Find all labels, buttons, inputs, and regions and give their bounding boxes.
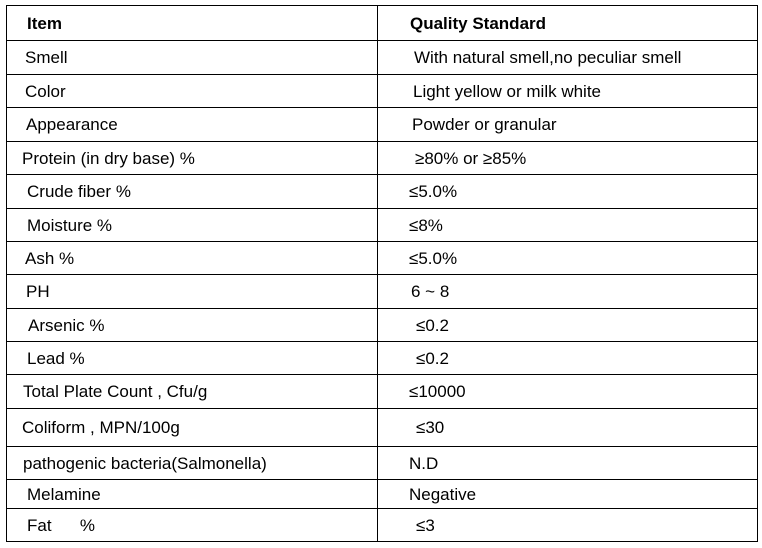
table-row: Smell With natural smell,no peculiar sme…: [6, 40, 758, 75]
standard-cell: With natural smell,no peculiar smell: [377, 40, 758, 75]
standard-cell: ≤3: [377, 508, 758, 542]
table-row: Protein (in dry base) % ≥80% or ≥85%: [6, 141, 758, 175]
table-row: Fat % ≤3: [6, 508, 758, 542]
standard-cell: ≤0.2: [377, 308, 758, 342]
item-cell: Appearance: [6, 107, 378, 142]
table-row: Coliform , MPN/100g ≤30: [6, 408, 758, 447]
item-cell: Melamine: [6, 479, 378, 509]
table-row: PH 6 ~ 8: [6, 274, 758, 309]
standard-cell: ≤5.0%: [377, 174, 758, 209]
table-row: Arsenic % ≤0.2: [6, 308, 758, 342]
item-cell: Total Plate Count , Cfu/g: [6, 374, 378, 409]
item-cell: Smell: [6, 40, 378, 75]
item-cell: Lead %: [6, 341, 378, 375]
standard-cell: 6 ~ 8: [377, 274, 758, 309]
standard-cell: Light yellow or milk white: [377, 74, 758, 108]
standard-cell: Powder or granular: [377, 107, 758, 142]
table-row: Ash % ≤5.0%: [6, 241, 758, 275]
item-cell: Color: [6, 74, 378, 108]
table-header-row: Item Quality Standard: [6, 5, 758, 41]
standard-cell: Negative: [377, 479, 758, 509]
table-row: Appearance Powder or granular: [6, 107, 758, 142]
item-cell: Crude fiber %: [6, 174, 378, 209]
item-cell: pathogenic bacteria(Salmonella): [6, 446, 378, 480]
standard-cell: ≤5.0%: [377, 241, 758, 275]
standard-cell: N.D: [377, 446, 758, 480]
item-cell: Coliform , MPN/100g: [6, 408, 378, 447]
table-row: Color Light yellow or milk white: [6, 74, 758, 108]
table-row: Lead % ≤0.2: [6, 341, 758, 375]
table-row: Melamine Negative: [6, 479, 758, 509]
item-cell: PH: [6, 274, 378, 309]
standard-cell: ≤30: [377, 408, 758, 447]
item-cell: Moisture %: [6, 208, 378, 242]
standard-cell: ≤0.2: [377, 341, 758, 375]
item-cell: Protein (in dry base) %: [6, 141, 378, 175]
standard-cell: ≤10000: [377, 374, 758, 409]
item-cell: Ash %: [6, 241, 378, 275]
quality-spec-table: Item Quality Standard Smell With natural…: [6, 5, 758, 542]
table-row: pathogenic bacteria(Salmonella) N.D: [6, 446, 758, 480]
item-cell: Arsenic %: [6, 308, 378, 342]
table-row: Moisture % ≤8%: [6, 208, 758, 242]
standard-cell: ≤8%: [377, 208, 758, 242]
standard-cell: ≥80% or ≥85%: [377, 141, 758, 175]
table-row: Total Plate Count , Cfu/g ≤10000: [6, 374, 758, 409]
header-item: Item: [6, 5, 378, 41]
table-row: Crude fiber % ≤5.0%: [6, 174, 758, 209]
item-cell: Fat %: [6, 508, 378, 542]
header-quality-standard: Quality Standard: [377, 5, 758, 41]
